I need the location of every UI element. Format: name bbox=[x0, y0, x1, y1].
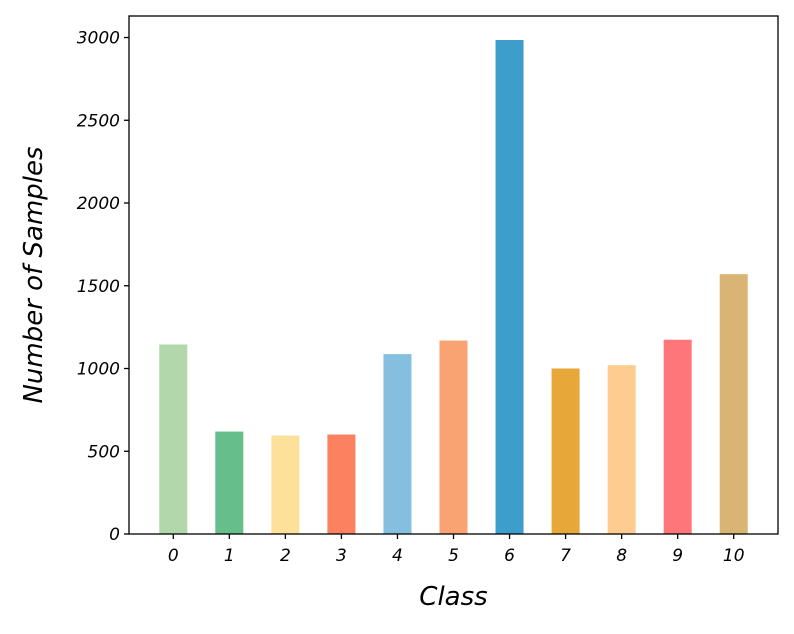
y-tick-label: 2000 bbox=[77, 194, 120, 214]
x-tick-label: 1 bbox=[224, 546, 235, 566]
bar-class-2 bbox=[271, 435, 300, 534]
y-tick-label: 3000 bbox=[77, 29, 120, 49]
y-tick-label: 500 bbox=[88, 442, 120, 462]
x-axis-label: Class bbox=[419, 582, 487, 612]
x-tick-label: 3 bbox=[336, 546, 347, 566]
bar-class-5 bbox=[439, 340, 468, 534]
y-axis-label: Number of Samples bbox=[19, 146, 49, 403]
bar-class-4 bbox=[383, 354, 412, 534]
x-tick-label: 0 bbox=[168, 546, 179, 566]
x-tick-label: 5 bbox=[448, 546, 459, 566]
x-tick-label: 10 bbox=[723, 546, 745, 566]
x-tick-label: 9 bbox=[672, 546, 683, 566]
bar-class-6 bbox=[495, 39, 524, 535]
x-tick-label: 2 bbox=[280, 546, 291, 566]
bar-class-0 bbox=[159, 344, 188, 534]
y-tick-label: 0 bbox=[109, 525, 120, 545]
bar-class-10 bbox=[719, 274, 748, 534]
bar-class-3 bbox=[327, 434, 356, 534]
bar-class-7 bbox=[551, 368, 580, 534]
y-tick-label: 1500 bbox=[77, 277, 120, 297]
y-tick-label: 2500 bbox=[77, 111, 120, 131]
bar-class-8 bbox=[607, 365, 636, 534]
x-tick-label: 8 bbox=[616, 546, 627, 566]
bar-class-1 bbox=[215, 431, 244, 534]
y-tick-label: 1000 bbox=[77, 360, 120, 380]
x-tick-label: 7 bbox=[560, 546, 571, 566]
x-tick-label: 4 bbox=[392, 546, 403, 566]
x-tick-label: 6 bbox=[504, 546, 515, 566]
bar-class-9 bbox=[663, 339, 692, 534]
